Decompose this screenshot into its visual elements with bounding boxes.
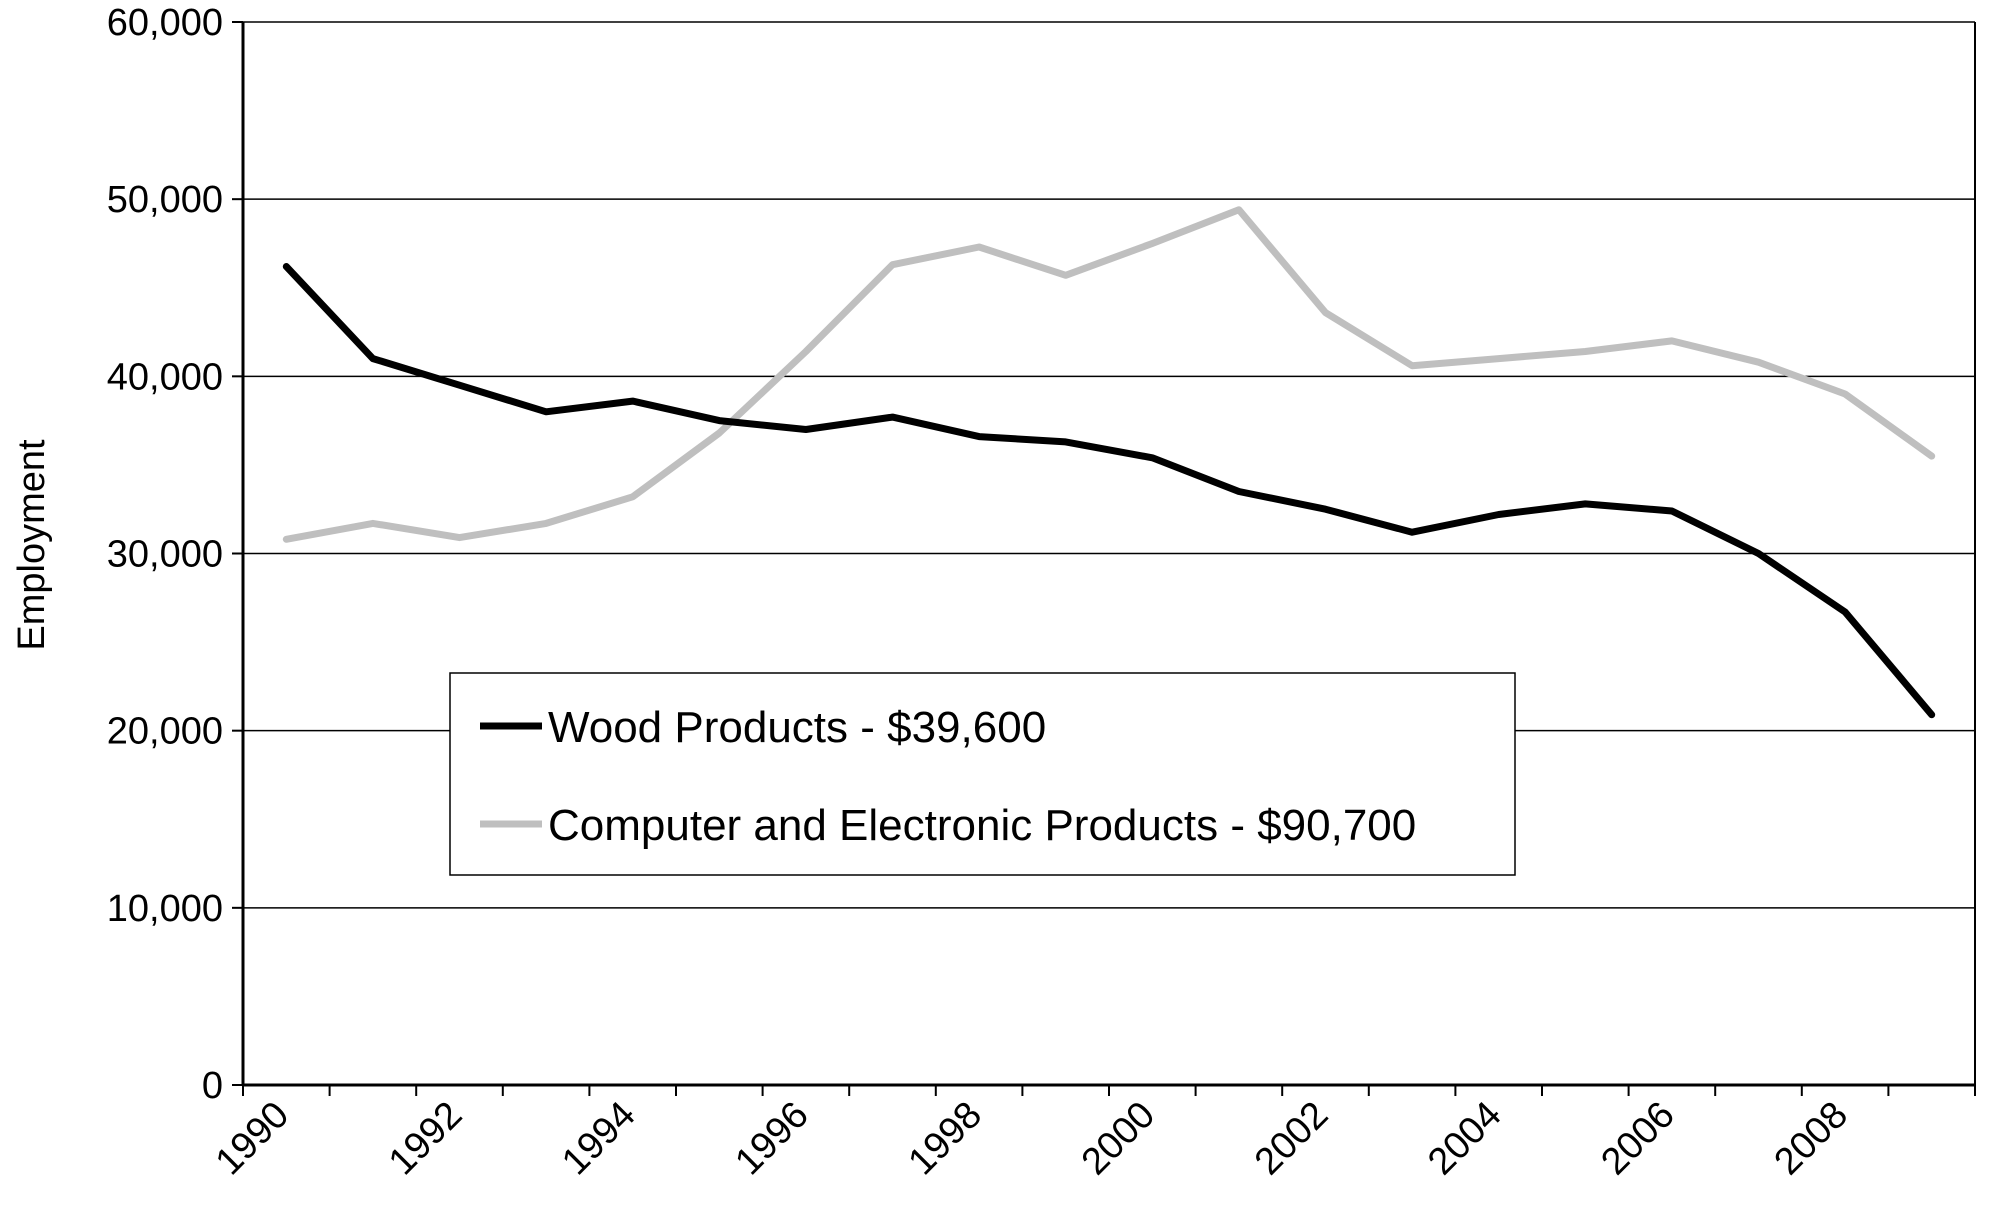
x-axis: 1990 1992 1994 1996 1998 2000 2002 2004 2006 2008	[208, 1083, 1976, 1183]
x-tick-label: 1994	[554, 1094, 643, 1183]
x-tick-label: 1990	[208, 1094, 297, 1183]
series-line-wood-products	[282, 263, 1936, 719]
x-tick-label: 1998	[901, 1094, 990, 1183]
series-line-computer-and-electronic-products	[282, 206, 1936, 543]
y-tick-label: 10,000	[107, 888, 223, 930]
y-tick-label: 60,000	[107, 2, 223, 44]
x-tick-label: 2002	[1247, 1094, 1336, 1183]
y-axis-title: Employment	[11, 439, 53, 651]
x-tick-label: 2004	[1420, 1094, 1509, 1183]
legend: Wood Products - $39,600 Computer and Ele…	[449, 672, 1516, 876]
y-tick-label: 30,000	[107, 534, 223, 576]
y-tick-label: 0	[202, 1065, 223, 1107]
x-tick-label: 2000	[1074, 1094, 1163, 1183]
y-axis: 0 10,000 20,000 30,000 40,000 50,000 60,000	[107, 2, 245, 1107]
legend-label-wood-products: Wood Products - $39,600	[548, 703, 1046, 752]
series-lines	[282, 206, 1936, 719]
y-tick-label: 20,000	[107, 711, 223, 753]
x-tick-label: 2008	[1767, 1094, 1856, 1183]
legend-label-computer-electronic-products: Computer and Electronic Products - $90,7…	[548, 801, 1416, 850]
x-tick-label: 2006	[1593, 1094, 1682, 1183]
x-tick-label: 1996	[727, 1094, 816, 1183]
y-tick-label: 50,000	[107, 179, 223, 221]
legend-box	[449, 672, 1516, 876]
y-tick-label: 40,000	[107, 356, 223, 398]
x-tick-label: 1992	[381, 1094, 470, 1183]
